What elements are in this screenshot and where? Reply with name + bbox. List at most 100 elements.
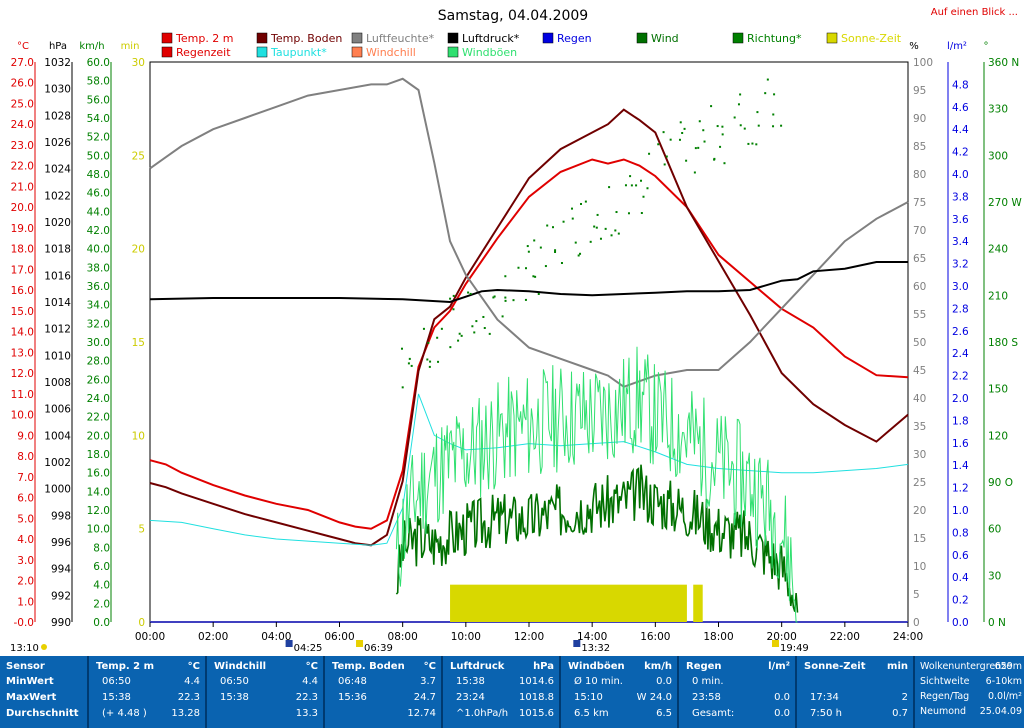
direction-point [512,299,515,302]
table-row: 7:50 h 0.7 [796,707,914,721]
direction-tick: 60 [988,524,1001,536]
extra-label: Regen/Tag [920,691,970,702]
wind-tick: 8.0 [93,542,110,554]
wind-line [395,464,799,613]
temp-2m-line [149,158,909,530]
direction-point [614,229,617,232]
direction-point [596,213,599,216]
direction-point [493,295,496,298]
temp-tick: 15.0 [11,306,34,318]
table-row: 13.3 [206,707,324,721]
table-cell: 23:24 [456,692,485,703]
extra-label: Neumond [920,706,967,717]
direction-point [517,266,520,269]
direction-point [428,365,431,368]
direction-point [593,225,596,228]
table-unit: min [887,661,908,672]
table-header: Temp. 2 m [96,661,154,672]
table-row: Gesamt: 0.0 [678,707,796,721]
wind-tick: 0.0 [93,617,110,629]
direction-point [437,360,440,363]
table-value: 0.0 [774,708,790,719]
percent-tick: 25 [913,477,926,489]
table-row: 17:34 2 [796,691,914,705]
wind-tick: 50.0 [87,150,110,162]
direction-point [721,125,724,128]
direction-point [449,297,452,300]
pressure-tick: 1024 [44,164,71,176]
direction-point [534,275,537,278]
table-value: 1015.6 [519,708,554,719]
table-unit: °C [423,661,436,672]
table-cell: 15:10 [574,692,603,703]
table-row: 15:38 1014.6 [442,675,560,689]
temp-tick: 12.0 [11,368,34,380]
table-row: 06:50 4.4 [88,675,206,689]
x-tick-label: 02:00 [198,631,228,643]
table-value: 1018.8 [519,692,554,703]
percent-tick: 15 [913,533,926,545]
direction-point [751,142,754,145]
direction-point [693,171,696,174]
direction-point [544,265,547,268]
summary-link[interactable]: Auf einen Blick ... [931,7,1018,18]
temp-tick: 21.0 [11,181,34,193]
table-unit: l/m² [768,661,790,672]
wind-tick: 2.0 [93,598,110,610]
wind-tick: 12.0 [87,505,110,517]
table-column: Temp. 2 m °C 06:50 4.4 15:38 22.3 (+ 4.48 ) 13.… [88,656,206,728]
table-value: 2 [901,692,908,703]
rain-tick: 2.0 [952,393,969,405]
table-row: 15:36 24.7 [324,691,442,705]
table-unit: °C [187,661,200,672]
table-header: Windböen [568,661,625,672]
temp-tick: 13.0 [11,347,34,359]
pressure-tick: 1020 [44,217,71,229]
direction-tick: 150 [988,384,1008,396]
legend-swatch [447,46,459,58]
rain-tick: 1.8 [952,415,969,427]
table-cell: Ø 10 min. [574,676,623,687]
temp-tick: 16.0 [11,285,34,297]
rain-tick: 4.0 [952,169,969,181]
table-column: Windböen km/h Ø 10 min. 0.0 15:10 W 24.0 6.5 k… [560,656,678,728]
direction-point [665,155,668,158]
temp-tick: -0.0 [14,617,35,629]
direction-point [554,250,557,253]
x-tick-label: 08:00 [388,631,418,643]
gust-line [395,346,798,623]
percent-tick: 35 [913,421,926,433]
unit-celsius: °C [17,41,29,52]
direction-point [504,296,507,299]
sunshine-bar [450,584,687,622]
table-value: 0.7 [892,708,908,719]
table-cell: 06:50 [220,676,249,687]
direction-point [608,186,611,189]
x-tick-label: 20:00 [767,631,797,643]
min-tick: 15 [132,337,145,349]
sun-icon [356,640,364,647]
table-header-row: Sonne-Zeit min [796,660,914,674]
direction-point [526,245,529,248]
direction-tick: 330 [988,104,1008,116]
pressure-tick: 1002 [44,457,71,469]
table-column: Luftdruck hPa 15:38 1014.6 23:24 1018.8 ^1.0hP… [442,656,560,728]
direction-point [657,143,660,146]
percent-tick: 5 [913,589,920,601]
pressure-tick: 1004 [44,430,71,442]
table-row: ^1.0hPa/h 1015.6 [442,707,560,721]
x-tick-label: 14:00 [577,631,607,643]
extra-value: 25.04.09 [979,706,1022,717]
legend-label: Luftfeuchte* [366,32,435,45]
wind-tick: 60.0 [87,57,110,69]
direction-point [710,105,713,108]
direction-point [604,227,607,230]
table-value: 1014.6 [519,676,554,687]
direction-point [630,184,633,187]
direction-point [532,275,535,278]
legend-swatch [542,32,554,44]
direction-point [624,184,627,187]
table-separator [205,656,207,728]
legend-label: Wind [651,32,679,45]
direction-point [681,131,684,134]
